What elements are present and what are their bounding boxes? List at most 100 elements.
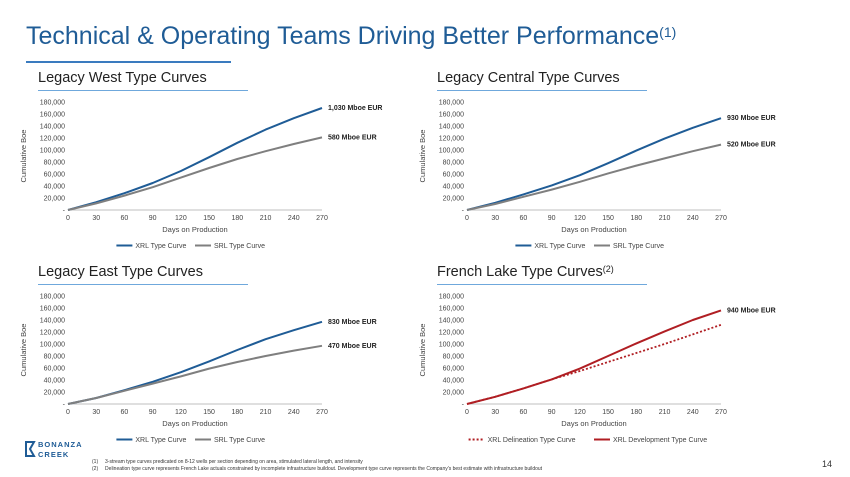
x-tick-label: 150 <box>602 215 614 222</box>
x-tick-label: 120 <box>574 409 586 416</box>
legend-label-0: XRL Type Curve <box>135 437 186 444</box>
x-axis-title: Days on Production <box>162 225 227 234</box>
series-line-0 <box>466 323 722 405</box>
x-tick-label: 90 <box>548 409 556 416</box>
chart-title-text: Legacy West Type Curves <box>38 70 207 86</box>
logo-text-line2: CREEK <box>38 450 69 459</box>
x-tick-label: 270 <box>715 215 727 222</box>
x-tick-label: 0 <box>465 409 469 416</box>
x-tick-label: 180 <box>630 215 642 222</box>
y-tick-label: 80,000 <box>443 354 465 361</box>
series-end-label: 470 Mboe EUR <box>328 343 377 350</box>
y-tick-label: 140,000 <box>439 124 464 131</box>
y-tick-label: 100,000 <box>40 342 65 349</box>
chart-svg: - 20,000 40,000 60,000 80,000 100,000 120,000 1… <box>19 294 377 445</box>
chart-panel-east: Legacy East Type Curves - 20,000 40,000 60,0… <box>19 264 448 464</box>
series-line-0 <box>67 320 323 405</box>
series-line-0 <box>67 107 323 211</box>
y-tick-label: 180,000 <box>439 100 464 107</box>
legend-label-1: XRL Development Type Curve <box>613 437 707 444</box>
y-tick-label: 80,000 <box>44 160 66 167</box>
page-title: Technical & Operating Teams Driving Bett… <box>26 22 677 50</box>
y-tick-label: - <box>63 402 66 409</box>
series-end-label: 1,030 Mboe EUR <box>328 105 382 112</box>
x-tick-label: 210 <box>659 215 671 222</box>
x-tick-label: 60 <box>520 409 528 416</box>
chart-title: Legacy Central Type Curves <box>437 70 620 86</box>
series-end-label: 940 Mboe EUR <box>727 307 776 314</box>
y-tick-label: 60,000 <box>44 366 66 373</box>
y-tick-label: 160,000 <box>40 306 65 313</box>
y-tick-label: 60,000 <box>443 172 465 179</box>
legend-label-0: XRL Delineation Type Curve <box>488 437 576 444</box>
x-tick-label: 30 <box>92 215 100 222</box>
legend-label-1: SRL Type Curve <box>214 437 265 444</box>
footnotes: (1) 3-stream type curves predicated on 8… <box>92 459 542 473</box>
y-tick-label: - <box>63 208 66 215</box>
chart-panel-french-lake: French Lake Type Curves(2) - 20,000 40,000 6… <box>418 264 847 464</box>
y-tick-label: 180,000 <box>439 294 464 301</box>
footnote-1: (1) 3-stream type curves predicated on 8… <box>92 459 363 465</box>
series-line-0 <box>466 117 722 211</box>
y-tick-label: 60,000 <box>44 172 66 179</box>
y-tick-label: 20,000 <box>44 196 66 203</box>
chart-title-text: French Lake Type Curves <box>437 264 603 280</box>
x-axis-title: Days on Production <box>561 225 626 234</box>
logo-mark-icon <box>25 441 36 457</box>
y-tick-label: 180,000 <box>40 294 65 301</box>
y-tick-label: 140,000 <box>439 318 464 325</box>
x-tick-label: 240 <box>687 409 699 416</box>
y-tick-label: - <box>462 402 465 409</box>
x-tick-label: 30 <box>491 409 499 416</box>
y-axis-title: Cumulative Boe <box>418 324 427 377</box>
chart-panel-west: Legacy West Type Curves - 20,000 40,000 60,0… <box>19 70 448 270</box>
chart-title-text: Legacy Central Type Curves <box>437 70 620 86</box>
y-tick-label: - <box>462 208 465 215</box>
chart-panel-central: Legacy Central Type Curves - 20,000 40,000 6… <box>418 70 847 270</box>
legend-label-1: SRL Type Curve <box>214 243 265 250</box>
x-tick-label: 240 <box>687 215 699 222</box>
y-tick-label: 60,000 <box>443 366 465 373</box>
y-tick-label: 100,000 <box>439 342 464 349</box>
x-tick-label: 150 <box>203 215 215 222</box>
y-tick-label: 40,000 <box>443 378 465 385</box>
y-tick-label: 100,000 <box>40 148 65 155</box>
chart-title-text: Legacy East Type Curves <box>38 264 203 280</box>
company-logo: BONANZA CREEK <box>25 440 82 459</box>
y-axis-title: Cumulative Boe <box>418 130 427 183</box>
x-tick-label: 0 <box>66 215 70 222</box>
x-tick-label: 30 <box>491 215 499 222</box>
y-tick-label: 100,000 <box>439 148 464 155</box>
series-line-1 <box>466 309 722 405</box>
x-tick-label: 150 <box>203 409 215 416</box>
y-tick-label: 160,000 <box>439 306 464 313</box>
y-tick-label: 20,000 <box>443 196 465 203</box>
series-line-1 <box>466 143 722 211</box>
chart-title-divider <box>38 284 248 285</box>
series-line-1 <box>67 344 323 405</box>
footnote-2: (2) Delineation type curve represents Fr… <box>92 466 543 472</box>
series-end-label: 520 Mboe EUR <box>727 142 776 149</box>
x-tick-label: 270 <box>715 409 727 416</box>
y-tick-label: 120,000 <box>439 330 464 337</box>
series-end-label: 930 Mboe EUR <box>727 115 776 122</box>
x-tick-label: 60 <box>121 215 129 222</box>
x-tick-label: 210 <box>260 409 272 416</box>
page-title-sup: (1) <box>659 24 677 40</box>
x-tick-label: 180 <box>231 215 243 222</box>
x-tick-label: 120 <box>574 215 586 222</box>
chart-title: Legacy West Type Curves <box>38 70 207 86</box>
x-tick-label: 180 <box>231 409 243 416</box>
y-axis-title: Cumulative Boe <box>19 130 28 183</box>
y-tick-label: 20,000 <box>443 390 465 397</box>
y-axis-title: Cumulative Boe <box>19 324 28 377</box>
legend-label-1: SRL Type Curve <box>613 243 664 250</box>
x-tick-label: 90 <box>149 215 157 222</box>
y-tick-label: 160,000 <box>40 112 65 119</box>
chart-title-sup: (2) <box>602 264 614 274</box>
x-tick-label: 240 <box>288 215 300 222</box>
x-tick-label: 120 <box>175 409 187 416</box>
page-number: 14 <box>821 459 832 469</box>
x-tick-label: 60 <box>121 409 129 416</box>
series-end-label: 580 Mboe EUR <box>328 134 377 141</box>
